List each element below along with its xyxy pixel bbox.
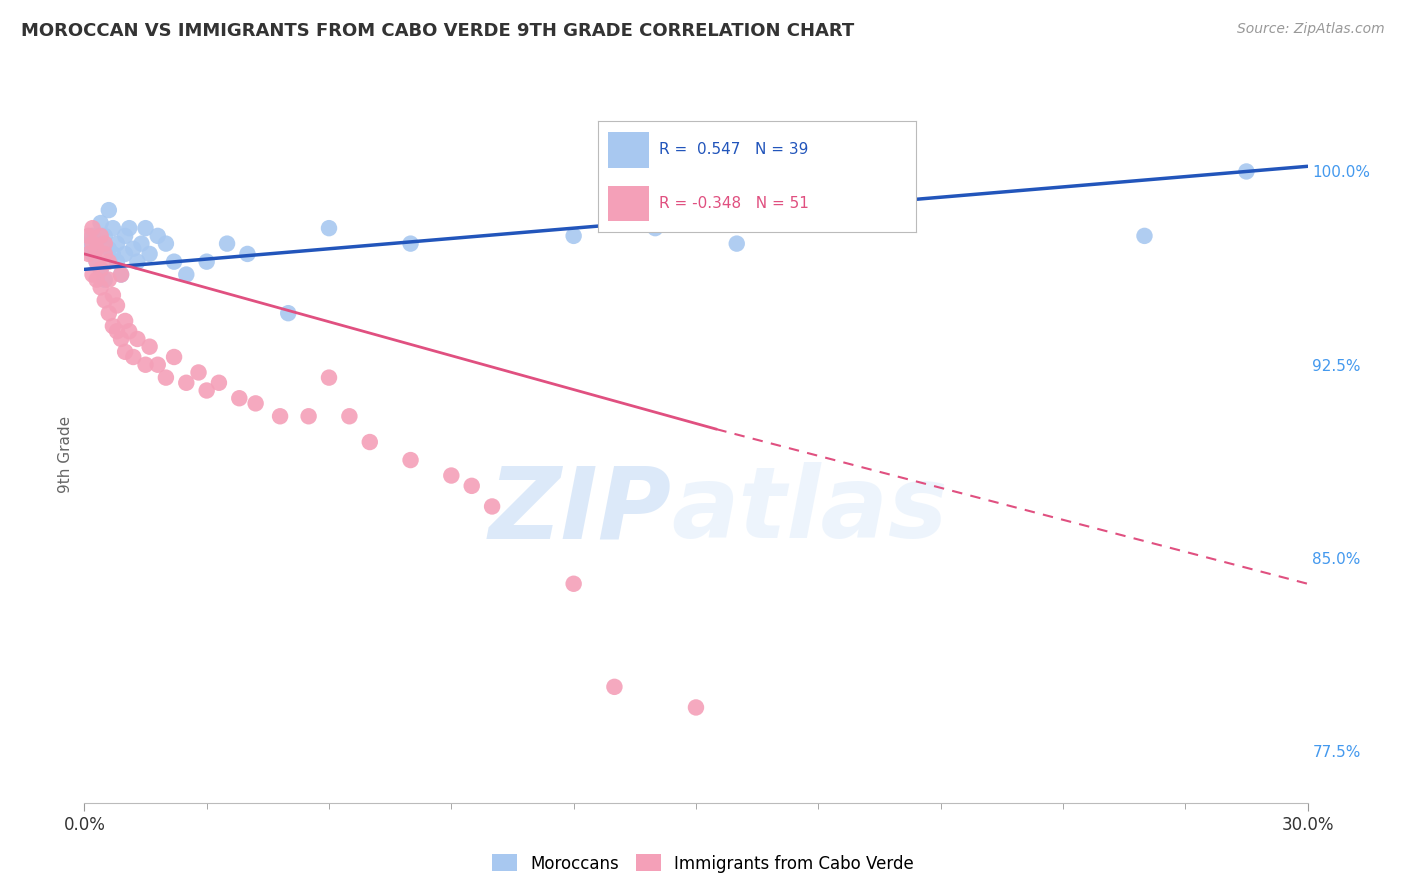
Point (176, 376, 198, 390)
Point (105, 236, 128, 251)
Point (195, 254, 218, 268)
Point (1236, 164, 1258, 178)
Point (97, 254, 120, 268)
Point (90, 262, 112, 277)
Point (725, 236, 748, 251)
Point (86, 254, 108, 268)
Point (155, 370, 177, 384)
Point (110, 268, 132, 282)
Point (176, 268, 198, 282)
Point (90, 280, 112, 294)
Point (118, 324, 141, 338)
Point (93, 293, 117, 308)
Point (277, 306, 299, 320)
Point (127, 332, 149, 346)
Point (93, 228, 117, 243)
Point (146, 228, 169, 243)
Point (135, 221, 157, 235)
Point (562, 228, 585, 243)
Point (86, 242, 108, 256)
Point (127, 254, 149, 268)
Point (135, 358, 157, 372)
Text: MOROCCAN VS IMMIGRANTS FROM CABO VERDE 9TH GRADE CORRELATION CHART: MOROCCAN VS IMMIGRANTS FROM CABO VERDE 9… (21, 22, 855, 40)
Point (562, 576, 585, 591)
Point (228, 391, 250, 405)
Point (93, 247, 117, 261)
Point (163, 254, 186, 268)
Point (101, 288, 124, 302)
Point (685, 700, 707, 714)
Point (481, 500, 503, 514)
Point (101, 247, 124, 261)
Point (399, 453, 422, 467)
Point (82, 228, 104, 243)
Point (122, 350, 145, 364)
Point (86, 242, 108, 256)
Point (86, 254, 108, 268)
Point (187, 366, 209, 380)
Point (440, 468, 463, 483)
Point (114, 314, 136, 328)
Point (461, 479, 484, 493)
Point (114, 247, 136, 261)
Point (97, 242, 120, 256)
Point (399, 236, 422, 251)
Point (90, 216, 112, 230)
Point (93, 236, 117, 251)
Point (86, 273, 108, 287)
Point (195, 384, 218, 398)
Point (146, 358, 169, 372)
Text: atlas: atlas (672, 462, 948, 559)
Point (131, 236, 153, 251)
Y-axis label: 9th Grade: 9th Grade (58, 417, 73, 493)
Point (163, 350, 186, 364)
Point (105, 324, 128, 338)
Point (90, 228, 112, 243)
Point (138, 247, 160, 261)
Point (110, 268, 132, 282)
Point (122, 242, 145, 256)
Point (93, 273, 117, 287)
Point (77, 247, 100, 261)
Point (82, 221, 104, 235)
Point (114, 228, 136, 243)
Point (77, 228, 100, 243)
Point (245, 396, 267, 410)
Text: ZIP: ZIP (488, 462, 672, 559)
Point (105, 298, 128, 312)
Point (155, 236, 177, 251)
Point (97, 273, 120, 287)
Point (105, 254, 128, 268)
Point (217, 236, 239, 251)
Point (138, 340, 160, 354)
Point (318, 370, 340, 384)
Point (236, 247, 259, 261)
Point (1133, 228, 1156, 243)
Point (97, 306, 120, 320)
Legend: Moroccans, Immigrants from Cabo Verde: Moroccans, Immigrants from Cabo Verde (485, 847, 921, 880)
Point (208, 376, 231, 390)
Point (339, 409, 361, 424)
Point (644, 221, 666, 235)
Point (110, 332, 132, 346)
Point (101, 319, 124, 334)
Point (269, 409, 291, 424)
Point (82, 247, 104, 261)
Point (97, 203, 120, 218)
Point (298, 409, 321, 424)
Point (90, 262, 112, 277)
Text: Source: ZipAtlas.com: Source: ZipAtlas.com (1237, 22, 1385, 37)
Point (118, 221, 141, 235)
Point (114, 344, 136, 359)
Point (318, 221, 340, 235)
Point (82, 268, 104, 282)
Point (77, 236, 100, 251)
Point (359, 435, 381, 450)
Point (603, 680, 626, 694)
Point (82, 236, 104, 251)
Point (101, 221, 124, 235)
